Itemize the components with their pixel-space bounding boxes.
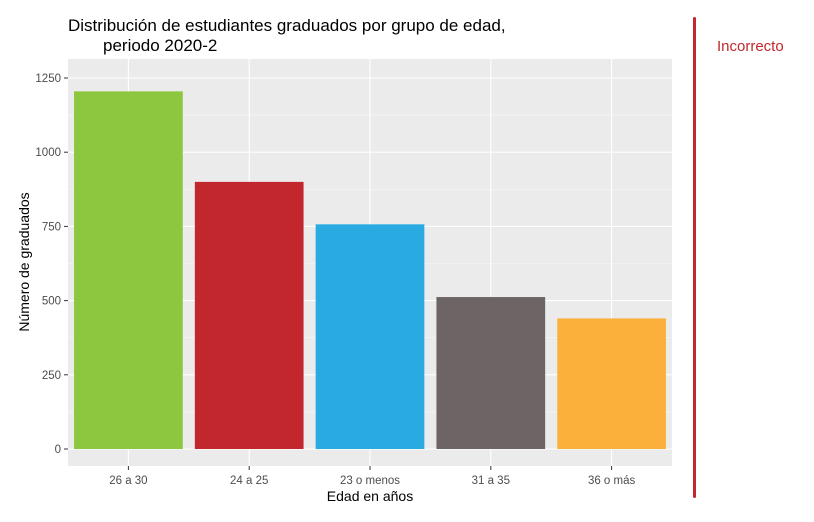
x-tick-label: 36 o más xyxy=(588,475,636,487)
x-axis-title: Edad en años xyxy=(327,488,413,504)
chart-title-line2: periodo 2020-2 xyxy=(103,36,217,55)
y-tick-label: 750 xyxy=(42,221,61,233)
red-vertical-marker xyxy=(693,17,696,498)
x-tick-label: 31 a 35 xyxy=(472,475,510,487)
y-tick-label: 1000 xyxy=(35,147,61,159)
incorrect-label: Incorrecto xyxy=(717,38,784,55)
x-axis: 26 a 30 24 a 25 23 o menos 31 a 35 36 o más xyxy=(109,466,635,487)
bar-31-a-35 xyxy=(436,297,546,449)
bars xyxy=(74,91,666,449)
x-tick-label: 26 a 30 xyxy=(109,475,147,487)
x-tick-label: 24 a 25 xyxy=(230,475,268,487)
y-tick-label: 250 xyxy=(42,370,61,382)
x-tick-label: 23 o menos xyxy=(340,475,400,487)
bar-24-a-25 xyxy=(194,181,304,449)
bar-26-a-30 xyxy=(74,91,183,449)
bar-23-o-menos xyxy=(315,224,425,449)
y-tick-label: 1250 xyxy=(35,73,61,85)
chart-title-line1: Distribución de estudiantes graduados po… xyxy=(68,16,506,35)
y-tick-label: 500 xyxy=(42,296,61,308)
bar-36-o-más xyxy=(557,318,666,449)
y-axis: 0 250 500 750 1000 1250 xyxy=(35,73,68,456)
y-axis-title: Número de graduados xyxy=(16,192,32,331)
y-tick-label: 0 xyxy=(55,444,61,456)
